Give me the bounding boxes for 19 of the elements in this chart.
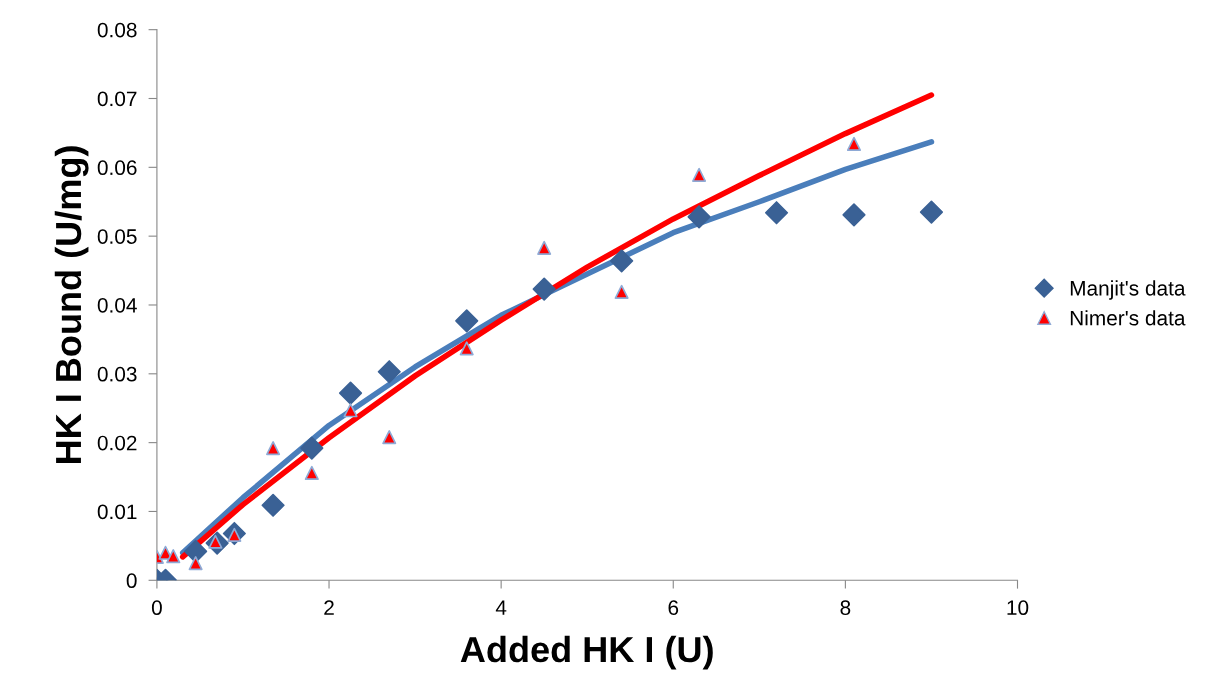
y-tick-label: 0.04 [97, 297, 137, 313]
y-tick-label: 0 [126, 573, 137, 589]
x-tick-label: 2 [324, 600, 334, 615]
x-tick-label: 10 [1007, 600, 1029, 616]
y-axis-title: HK I Bound (U/mg) [54, 146, 89, 464]
x-tick-label: 8 [840, 600, 851, 616]
legend-label: Nimer's data [1070, 310, 1186, 326]
x-axis-title: Added HK I (U) [460, 635, 713, 670]
y-tick-label: 0.07 [97, 91, 137, 107]
y-tick-label: 0.03 [97, 366, 137, 382]
x-tick-label: 0 [151, 600, 162, 616]
x-tick-label: 4 [495, 600, 507, 615]
y-tick-label: 0.02 [97, 435, 137, 451]
y-tick-label: 0.06 [97, 160, 137, 176]
y-tick-label: 0.01 [97, 504, 137, 520]
legend-label: Manjit's data [1070, 280, 1186, 300]
y-tick-label: 0.08 [97, 22, 137, 38]
y-tick-label: 0.05 [97, 229, 137, 244]
x-tick-label: 6 [668, 600, 679, 616]
